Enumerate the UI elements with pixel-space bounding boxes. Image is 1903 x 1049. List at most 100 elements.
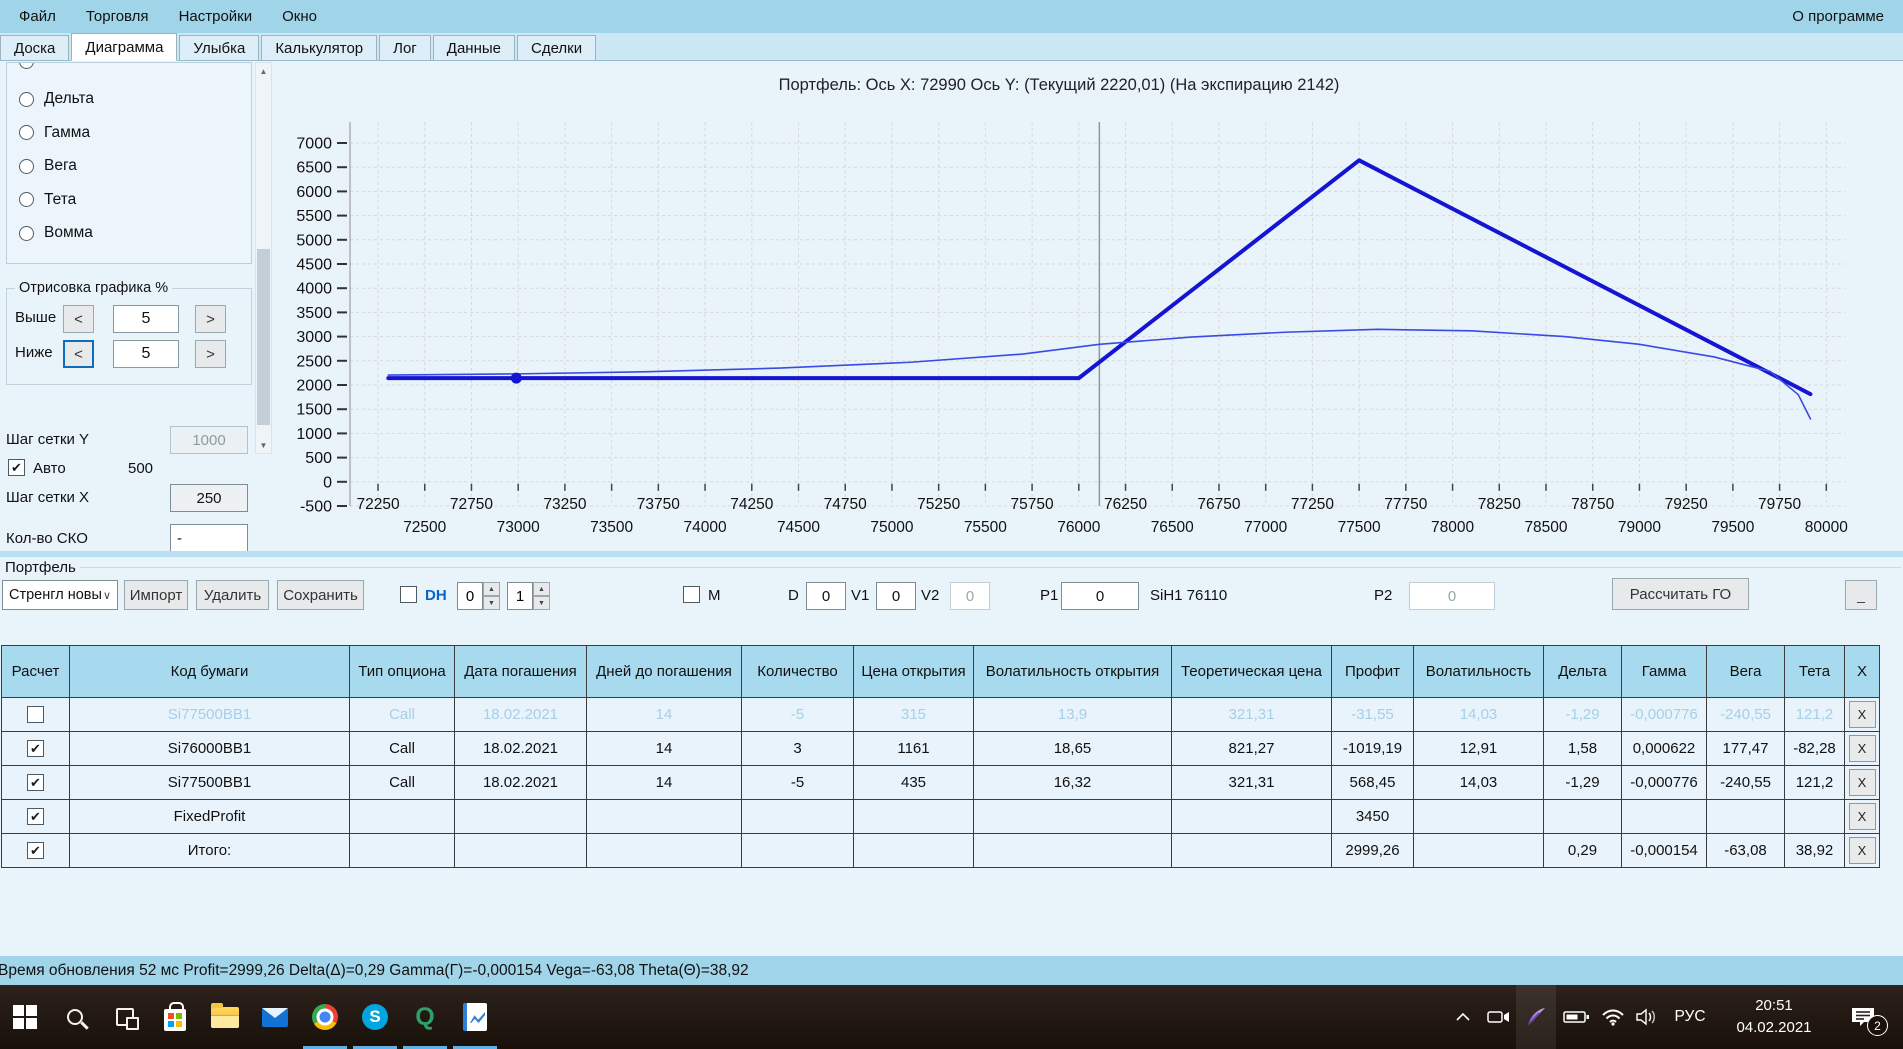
tray-expand-button[interactable] <box>1450 985 1476 1049</box>
tray-app-feather-button[interactable] <box>1516 985 1556 1049</box>
row-checkbox[interactable]: ✔ <box>27 740 44 758</box>
panel-splitter[interactable] <box>0 551 1903 557</box>
meet-now-button[interactable] <box>1484 985 1512 1049</box>
battery-button[interactable] <box>1560 985 1592 1049</box>
tab-0[interactable]: Доска <box>0 35 70 60</box>
scrollbar-thumb[interactable] <box>257 249 270 425</box>
m-checkbox[interactable] <box>683 586 700 603</box>
table-row-2[interactable]: ✔ Si77500BB1 Call 18.02.2021 14 -5 435 16,32 321… <box>1 765 1880 800</box>
row-select-cell[interactable] <box>1 697 70 732</box>
greek-radio-2[interactable]: Вега <box>19 156 77 176</box>
row-select-cell[interactable]: ✔ <box>1 765 70 800</box>
taskbar-start-button[interactable] <box>0 985 50 1049</box>
taskbar-search-button[interactable] <box>50 985 100 1049</box>
dh-checkbox[interactable] <box>400 586 417 603</box>
clock[interactable]: 20:51 04.02.2021 <box>1722 985 1826 1049</box>
scroll-up-icon[interactable]: ▲ <box>259 66 268 76</box>
above-value[interactable]: 5 <box>113 305 179 333</box>
row-checkbox[interactable]: ✔ <box>27 774 44 792</box>
row-delete-button[interactable]: X <box>1848 769 1876 796</box>
scroll-down-icon[interactable]: ▼ <box>259 440 268 450</box>
col-header-3[interactable]: Дата погашения <box>454 645 587 698</box>
row-select-cell[interactable]: ✔ <box>1 799 70 834</box>
spin-down-icon[interactable]: ▼ <box>483 596 500 610</box>
col-header-7[interactable]: Волатильность открытия <box>973 645 1172 698</box>
taskbar-quik-button[interactable] <box>400 985 450 1049</box>
col-header-2[interactable]: Тип опциона <box>349 645 455 698</box>
taskbar-task-view-button[interactable] <box>100 985 150 1049</box>
v1-input[interactable] <box>876 582 916 610</box>
spin-up-icon[interactable]: ▲ <box>483 582 500 596</box>
row-select-cell[interactable]: ✔ <box>1 833 70 868</box>
greek-radio-1[interactable]: Гамма <box>19 123 90 143</box>
col-header-1[interactable]: Код бумаги <box>69 645 350 698</box>
tab-3[interactable]: Калькулятор <box>261 35 378 60</box>
portfolio-preset-select[interactable]: Стренгл новы ∨ <box>2 580 118 610</box>
col-header-12[interactable]: Гамма <box>1621 645 1707 698</box>
greek-radio-4[interactable]: Вомма <box>19 223 93 243</box>
menu-item-2[interactable]: Настройки <box>178 8 253 25</box>
col-header-11[interactable]: Дельта <box>1543 645 1622 698</box>
row-delete-button[interactable]: X <box>1848 837 1876 864</box>
tab-1[interactable]: Диаграмма <box>71 33 178 61</box>
taskbar-chrome-button[interactable] <box>300 985 350 1049</box>
below-increase-button[interactable]: > <box>195 340 226 368</box>
spinner-1-value[interactable] <box>457 582 483 610</box>
below-decrease-button[interactable]: < <box>63 340 94 368</box>
spinner-2-value[interactable] <box>507 582 533 610</box>
menu-item-1[interactable]: Торговля <box>85 8 149 25</box>
table-row-4[interactable]: ✔ Итого: 2999,26 0,29 -0,000154 -63,08 38,92 X <box>1 833 1880 868</box>
col-header-0[interactable]: Расчет <box>1 645 70 698</box>
calculate-go-button[interactable]: Рассчитать ГО <box>1612 578 1749 610</box>
delete-button[interactable]: Удалить <box>196 580 269 610</box>
spin-down-icon[interactable]: ▼ <box>533 596 550 610</box>
taskbar-file-explorer-button[interactable] <box>200 985 250 1049</box>
row-checkbox[interactable] <box>27 706 44 724</box>
row-select-cell[interactable]: ✔ <box>1 731 70 766</box>
col-header-8[interactable]: Теоретическая цена <box>1171 645 1332 698</box>
taskbar-store-button[interactable] <box>150 985 200 1049</box>
col-header-5[interactable]: Количество <box>741 645 854 698</box>
taskbar-mail-button[interactable] <box>250 985 300 1049</box>
volume-button[interactable] <box>1632 985 1662 1049</box>
collapse-panel-button[interactable]: _ <box>1845 580 1877 610</box>
grid-step-x-input[interactable] <box>170 484 248 512</box>
portfolio-chart[interactable]: -500 0 500 1000 1500 2000 2500 3000 3500 4000 4500… <box>280 60 1903 553</box>
wifi-button[interactable] <box>1598 985 1628 1049</box>
spin-up-icon[interactable]: ▲ <box>533 582 550 596</box>
tab-6[interactable]: Сделки <box>517 35 597 60</box>
sko-count-input[interactable] <box>170 524 248 553</box>
row-delete-button[interactable]: X <box>1848 803 1876 830</box>
menu-about[interactable]: О программе <box>1792 8 1884 25</box>
above-decrease-button[interactable]: < <box>63 305 94 333</box>
import-button[interactable]: Импорт <box>124 580 188 610</box>
d-input[interactable] <box>806 582 846 610</box>
col-header-14[interactable]: Тета <box>1784 645 1845 698</box>
menu-item-0[interactable]: Файл <box>19 8 56 25</box>
tab-2[interactable]: Улыбка <box>179 35 260 60</box>
table-row-3[interactable]: ✔ FixedProfit 3450 X <box>1 799 1880 834</box>
taskbar-skype-button[interactable] <box>350 985 400 1049</box>
row-delete-button[interactable]: X <box>1848 735 1876 762</box>
greek-radio-3[interactable]: Тета <box>19 190 76 210</box>
table-row-0[interactable]: Si77500BB1 Call 18.02.2021 14 -5 315 13,9 321,3… <box>1 697 1880 732</box>
col-header-10[interactable]: Волатильность <box>1413 645 1544 698</box>
menu-item-3[interactable]: Окно <box>282 8 317 25</box>
below-value[interactable]: 5 <box>113 340 179 368</box>
row-delete-button[interactable]: X <box>1848 701 1876 728</box>
tab-4[interactable]: Лог <box>379 35 431 60</box>
save-button[interactable]: Сохранить <box>277 580 364 610</box>
col-header-15[interactable]: X <box>1844 645 1880 698</box>
tab-5[interactable]: Данные <box>432 35 515 60</box>
greek-radio-0[interactable]: Дельта <box>19 89 94 109</box>
col-header-9[interactable]: Профит <box>1331 645 1414 698</box>
row-checkbox[interactable]: ✔ <box>27 842 44 860</box>
language-indicator[interactable]: РУС <box>1674 1008 1706 1025</box>
taskbar-trading-app-button[interactable] <box>450 985 500 1049</box>
col-header-6[interactable]: Цена открытия <box>853 645 974 698</box>
col-header-4[interactable]: Дней до погашения <box>586 645 742 698</box>
row-checkbox[interactable]: ✔ <box>27 808 44 826</box>
auto-checkbox[interactable]: ✔ <box>8 459 25 476</box>
sidebar-scrollbar[interactable]: ▲ ▼ <box>255 62 272 454</box>
notification-center-button[interactable]: 2 <box>1836 985 1890 1049</box>
